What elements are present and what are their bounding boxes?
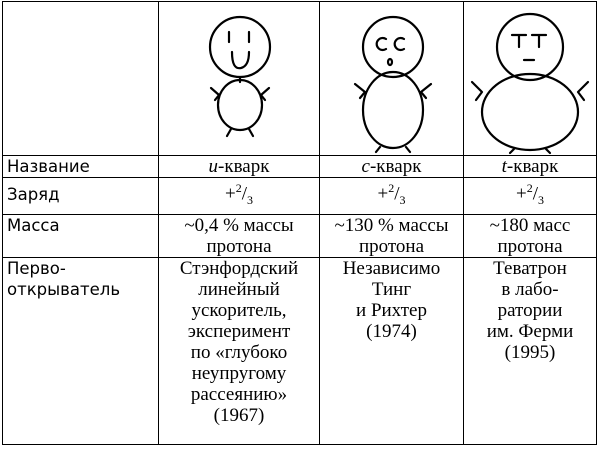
cell-line: ~0,4 % массы [184,215,294,236]
cell-line: протона [497,236,563,257]
sign: + [225,183,236,205]
numerator: 2 [235,181,242,195]
symbol: u [208,156,219,177]
cell: ~0,4 % массы протона [158,214,320,258]
cell-line: рассеянию» [190,384,288,405]
cell-line: Тинг [371,279,412,300]
cell-line: Независимо [342,258,441,279]
label-line: Перво- [7,259,66,278]
mass-row: Масса ~0,4 % массы протона ~130 % массы пр… [2,214,597,258]
cell: Теватрон в лабо-ратории им. Ферми (1995) [463,257,597,445]
cell-line: им. Ферми [486,321,574,342]
denominator: 3 [538,193,544,208]
cell-line: протона [358,236,425,257]
cell: t-кварк [463,155,597,178]
numerator: 2 [388,181,395,195]
numerator: 2 [526,181,533,195]
label-line: открыватель [7,280,121,299]
row-label: Масса [2,214,159,258]
charge-row: Заряд +2/3 +2/3 +2/3 [2,177,597,215]
cell-line: по «глубоко [190,342,288,363]
cell-line: (1967) [213,405,265,426]
sign: + [377,183,389,205]
row-label: Заряд [2,177,159,215]
suffix: -кварк [218,156,270,177]
cell-line: ~180 масс [489,215,571,236]
cell-line: линейный [198,279,280,300]
suffix: -кварк [369,156,422,177]
discoverer-row: Перво-открыватель Стэнфордский линейный ус… [2,257,597,445]
cell: c-кварк [319,155,464,178]
quark-table: Название u-кварк c-кварк t-кварк Заряд +… [2,1,597,445]
cell-line: эксперимент [187,321,291,342]
cell: +2/3 [158,177,320,215]
denominator: 3 [399,193,406,208]
figure-cell [319,1,464,156]
cell-line: (1974) [366,321,417,342]
header-row [2,1,597,156]
denominator: 3 [247,193,253,208]
cell-line: и Рихтер [356,300,427,321]
cell: +2/3 [463,177,597,215]
symbol: c [361,156,370,177]
cell-line: ратории [497,300,563,321]
figure-cell [158,1,320,156]
cell: ~180 масс протона [463,214,597,258]
row-label: Название [2,155,159,178]
u-quark-figure [208,15,272,138]
c-quark-figure [353,15,433,154]
cell-line: в лабо- [501,279,559,300]
sign: + [516,183,527,205]
cell-line: (1995) [504,342,556,363]
cell-line: Стэнфордский [179,258,299,279]
cell-line: неупругому [191,363,287,384]
cell-line: ~130 % массы [334,215,449,236]
symbol: t [501,156,507,177]
empty-cell [2,1,159,156]
cell-line: Теватрон [493,258,567,279]
suffix: -кварк [506,156,559,177]
cell: ~130 % массы протона [319,214,464,258]
cell-line: ускоритель, [191,300,287,321]
row-label: Перво-открыватель [2,257,159,445]
cell: +2/3 [319,177,464,215]
cell-line: протона [206,236,272,257]
cell: u-кварк [158,155,320,178]
name-row: Название u-кварк c-кварк t-кварк [2,155,597,178]
cell: Стэнфордский линейный ускоритель, экспериме… [158,257,320,445]
cell: Независимо Тинг и Рихтер (1974) [319,257,464,445]
t-quark-figure [470,12,590,155]
figure-cell [463,1,597,156]
